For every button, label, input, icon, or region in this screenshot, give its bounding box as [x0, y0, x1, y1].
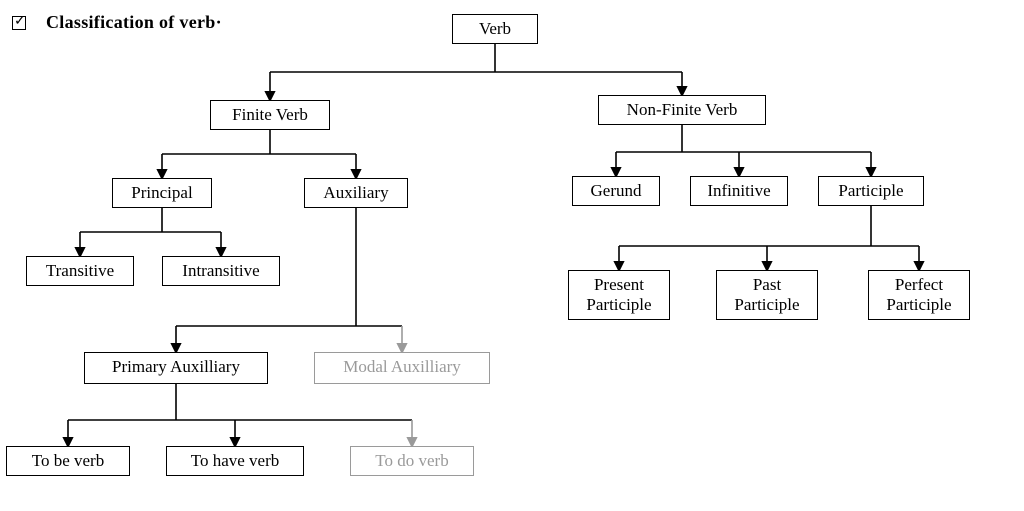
node-past-participle: PastParticiple — [716, 270, 818, 320]
node-modal-aux: Modal Auxilliary — [314, 352, 490, 384]
title-checkbox: ✓ — [12, 16, 26, 30]
node-intransitive: Intransitive — [162, 256, 280, 286]
node-transitive: Transitive — [26, 256, 134, 286]
node-perfect-participle: PerfectParticiple — [868, 270, 970, 320]
node-auxiliary: Auxiliary — [304, 178, 408, 208]
node-principal: Principal — [112, 178, 212, 208]
node-to-have: To have verb — [166, 446, 304, 476]
node-verb: Verb — [452, 14, 538, 44]
node-gerund: Gerund — [572, 176, 660, 206]
checkmark-icon: ✓ — [14, 15, 26, 29]
node-to-do: To do verb — [350, 446, 474, 476]
node-primary-aux: Primary Auxilliary — [84, 352, 268, 384]
node-infinitive: Infinitive — [690, 176, 788, 206]
tree-edges — [0, 0, 1024, 511]
node-nonfinite: Non-Finite Verb — [598, 95, 766, 125]
node-present-participle: PresentParticiple — [568, 270, 670, 320]
node-to-be: To be verb — [6, 446, 130, 476]
node-participle: Participle — [818, 176, 924, 206]
node-finite: Finite Verb — [210, 100, 330, 130]
page-title: Classification of verb· — [46, 12, 222, 33]
